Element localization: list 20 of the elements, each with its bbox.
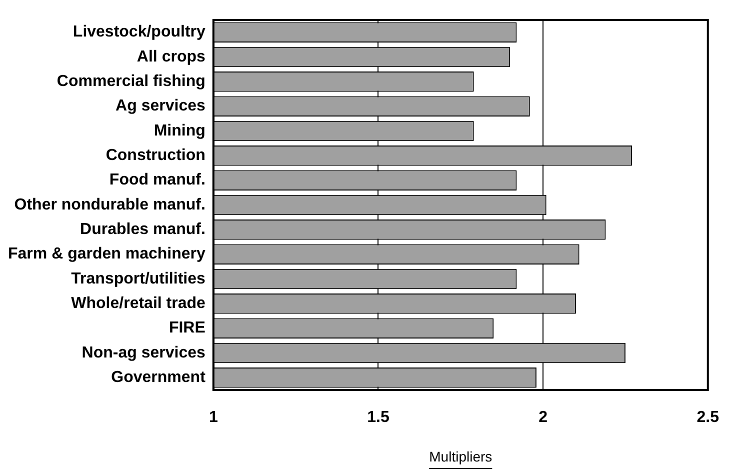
y-tick-label: Non-ag services [82,344,206,362]
y-tick-label: Commercial fishing [56,73,206,90]
x-tick-label: 1 [208,409,218,426]
y-tick-label: Livestock/poultry [72,24,206,41]
y-tick-label: Durables manuf. [80,221,206,238]
y-tick-label: FIRE [168,320,206,337]
y-tick-label: Transport/utilities [71,270,206,288]
x-tick-label: 2.5 [696,409,720,426]
y-tick-label: All crops [136,48,206,66]
y-tick-label: Food manuf. [109,172,206,189]
y-tick-label: Whole/retail trade [71,295,206,312]
y-tick-label: Farm & garden machinery [8,246,206,263]
y-tick-label: Other nondurable manuf. [14,196,206,214]
y-tick-label: Construction [106,147,206,164]
x-tick-label: 1.5 [367,409,390,426]
y-tick-label: Government [111,369,206,386]
x-tick-label: 2 [538,409,548,426]
x-axis-title: Multipliers [429,448,492,464]
y-tick-label: Mining [154,122,206,140]
y-tick-label: Ag services [116,98,206,115]
